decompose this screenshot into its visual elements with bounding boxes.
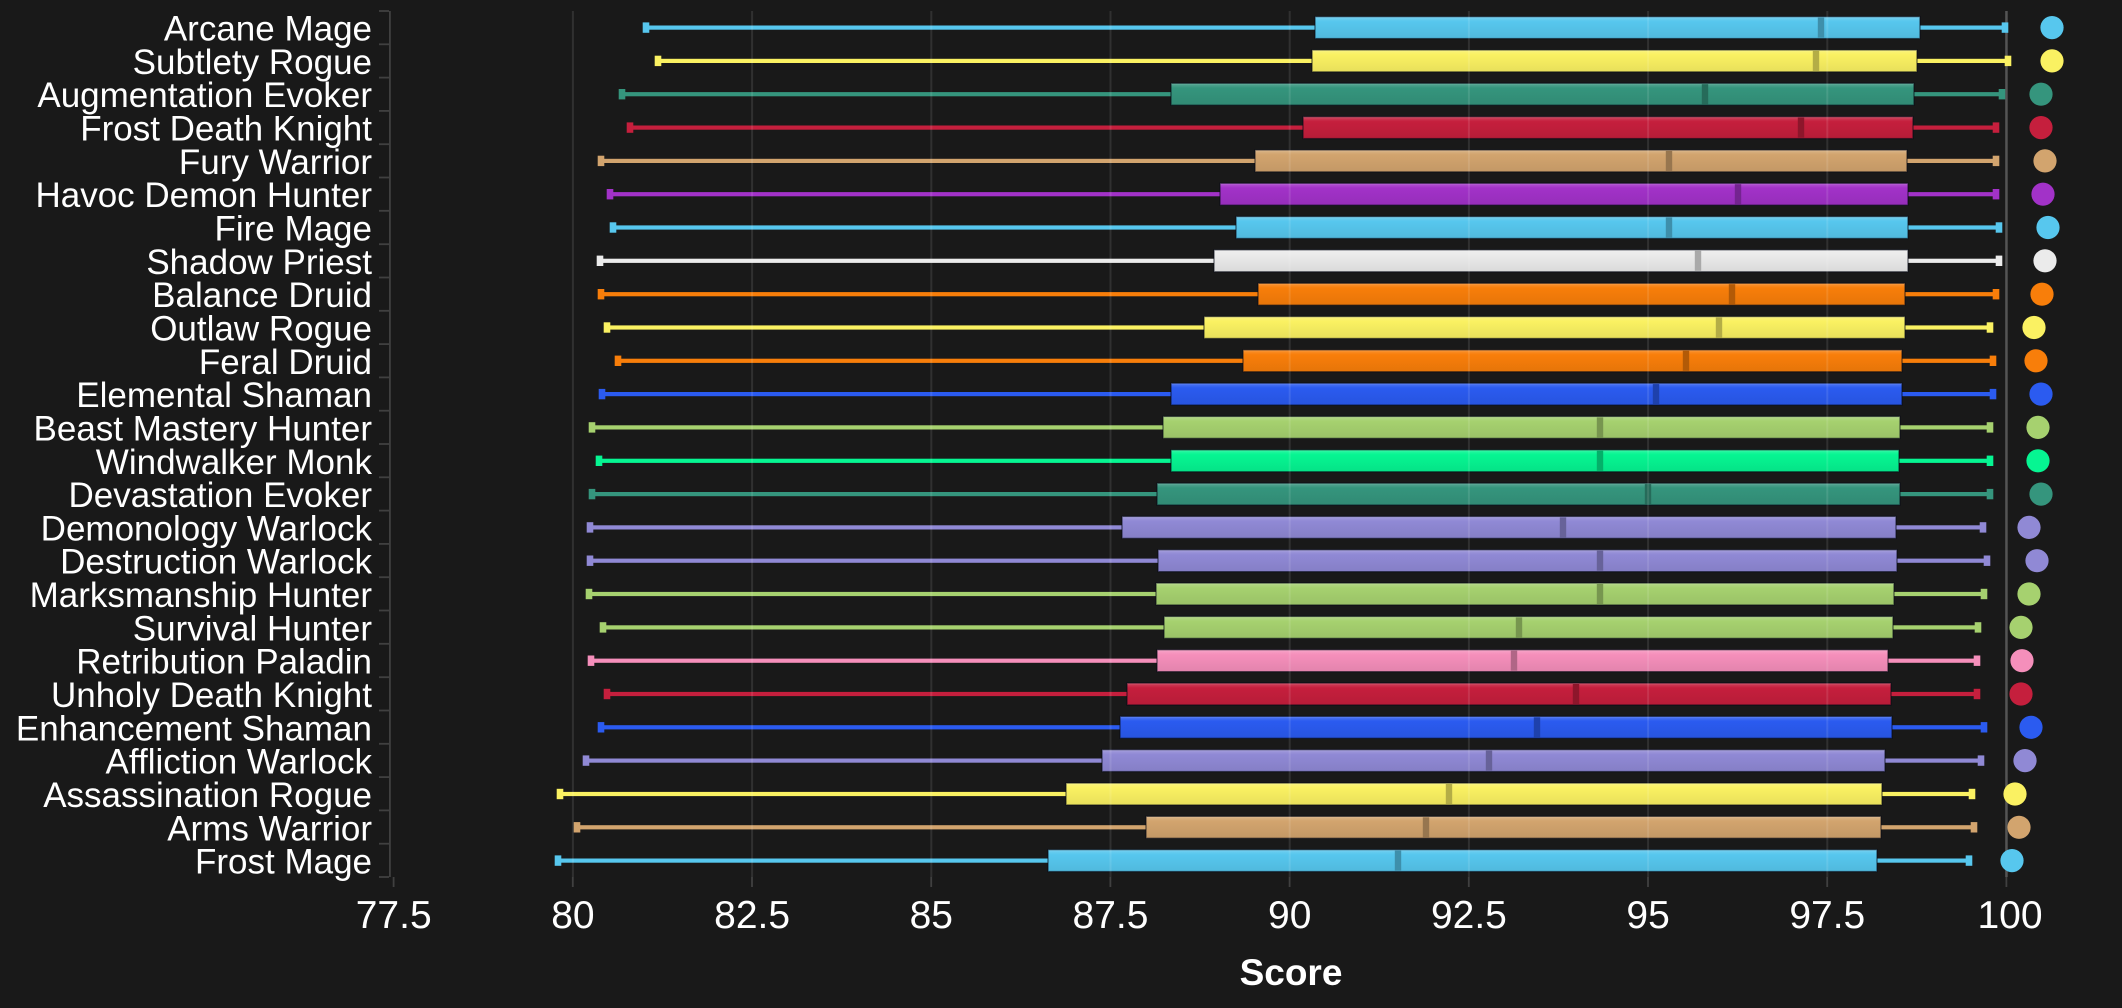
svg-text:Subtlety Rogue: Subtlety Rogue xyxy=(133,43,372,82)
svg-text:Retribution Paladin: Retribution Paladin xyxy=(76,643,372,682)
svg-text:Demonology Warlock: Demonology Warlock xyxy=(41,509,373,548)
svg-text:Elemental Shaman: Elemental Shaman xyxy=(76,376,372,415)
svg-text:Outlaw Rogue: Outlaw Rogue xyxy=(150,310,372,349)
svg-text:80: 80 xyxy=(551,894,594,937)
svg-text:Assassination Rogue: Assassination Rogue xyxy=(43,776,372,815)
svg-text:Feral Druid: Feral Druid xyxy=(199,343,372,382)
svg-text:Unholy Death Knight: Unholy Death Knight xyxy=(51,676,372,715)
svg-text:90: 90 xyxy=(1268,894,1311,937)
svg-text:97.5: 97.5 xyxy=(1789,894,1865,937)
svg-text:100: 100 xyxy=(1977,894,2042,937)
svg-text:Destruction Warlock: Destruction Warlock xyxy=(60,543,372,582)
svg-text:Beast Mastery Hunter: Beast Mastery Hunter xyxy=(34,409,373,448)
svg-text:Shadow Priest: Shadow Priest xyxy=(146,243,372,282)
svg-text:Balance Druid: Balance Druid xyxy=(152,276,372,315)
svg-text:Devastation Evoker: Devastation Evoker xyxy=(69,476,373,515)
svg-text:77.5: 77.5 xyxy=(356,894,432,937)
svg-text:Affliction Warlock: Affliction Warlock xyxy=(106,743,373,782)
svg-text:Arms Warrior: Arms Warrior xyxy=(167,809,372,848)
svg-text:92.5: 92.5 xyxy=(1431,894,1507,937)
svg-text:Havoc Demon Hunter: Havoc Demon Hunter xyxy=(35,176,372,215)
svg-text:82.5: 82.5 xyxy=(714,894,790,937)
svg-text:Enhancement Shaman: Enhancement Shaman xyxy=(16,709,372,748)
svg-text:Marksmanship Hunter: Marksmanship Hunter xyxy=(30,576,373,615)
svg-text:Score: Score xyxy=(1240,952,1343,993)
svg-text:85: 85 xyxy=(910,894,953,937)
svg-text:Survival Hunter: Survival Hunter xyxy=(133,609,373,648)
svg-text:Windwalker Monk: Windwalker Monk xyxy=(96,443,373,482)
svg-text:Fury Warrior: Fury Warrior xyxy=(179,143,372,182)
svg-text:Augmentation Evoker: Augmentation Evoker xyxy=(37,76,372,115)
svg-text:Frost Death Knight: Frost Death Knight xyxy=(80,110,372,149)
svg-text:Frost Mage: Frost Mage xyxy=(195,843,372,882)
svg-text:Arcane Mage: Arcane Mage xyxy=(164,10,372,49)
svg-text:87.5: 87.5 xyxy=(1073,894,1149,937)
svg-text:Fire Mage: Fire Mage xyxy=(214,210,372,249)
svg-text:95: 95 xyxy=(1626,894,1669,937)
